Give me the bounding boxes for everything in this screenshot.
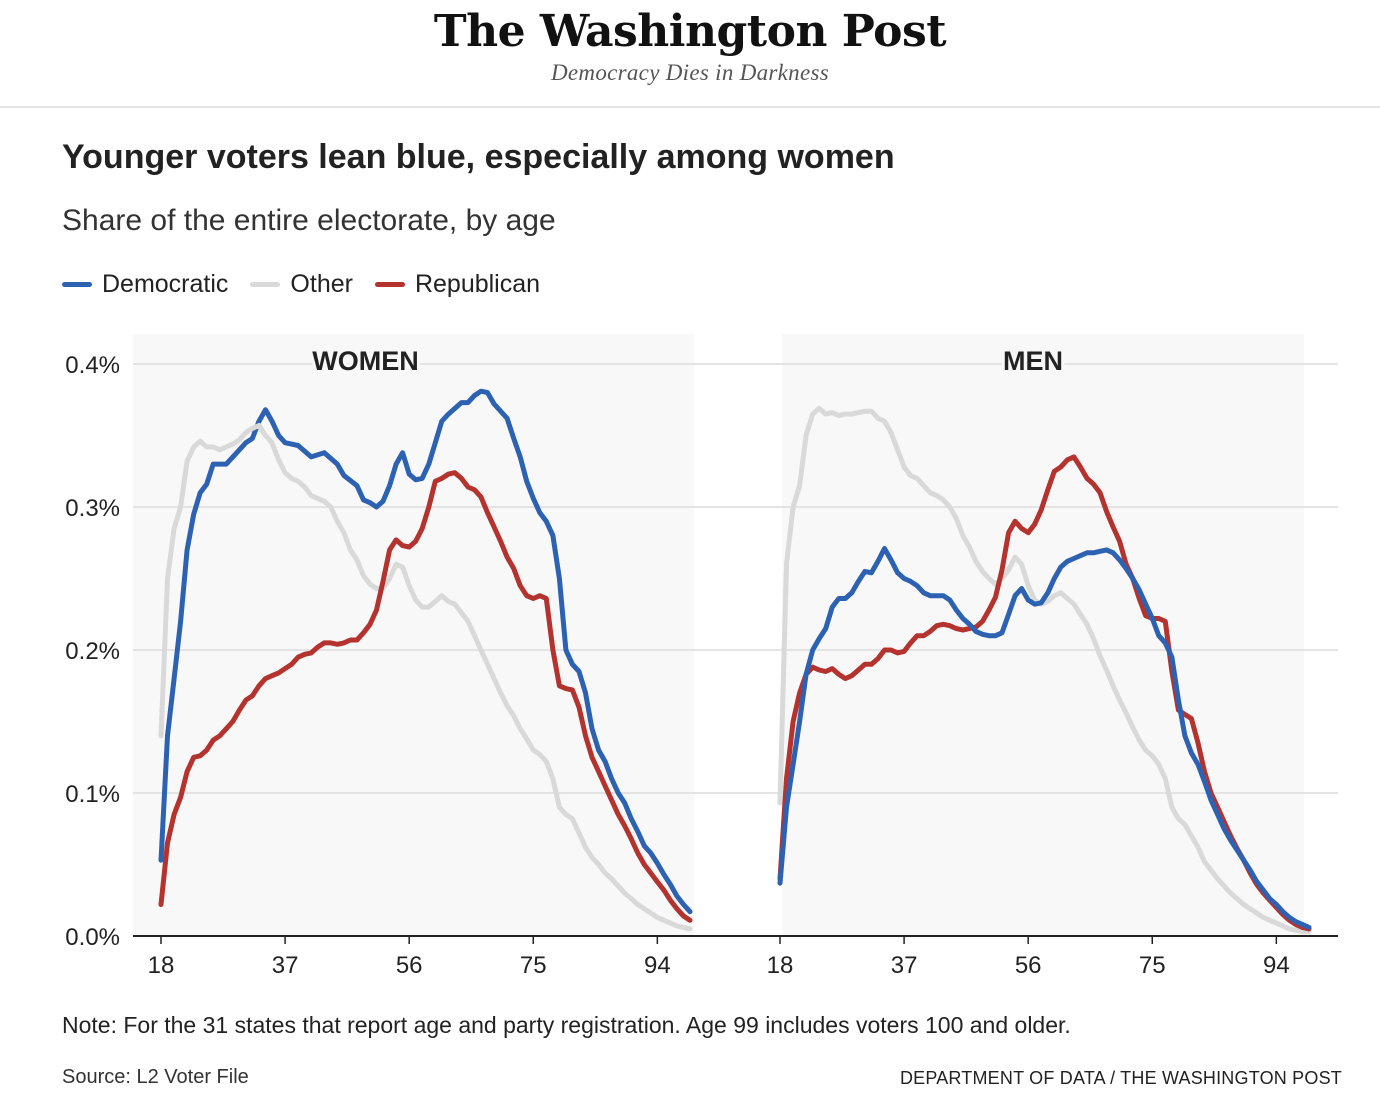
chart-credit: DEPARTMENT OF DATA / THE WASHINGTON POST bbox=[899, 1068, 1342, 1088]
x-tick-label: 18 bbox=[148, 952, 175, 979]
x-tick-label: 56 bbox=[1015, 952, 1042, 979]
x-tick-label: 94 bbox=[1263, 952, 1290, 979]
series-line-women-other bbox=[158, 423, 693, 932]
series-line-men-democratic bbox=[777, 546, 1312, 930]
legend-label-republican: Republican bbox=[414, 270, 541, 298]
panel-label-women: WOMEN bbox=[312, 346, 418, 376]
x-tick-label: 37 bbox=[891, 952, 918, 979]
chart-title: Younger voters lean blue, especially amo… bbox=[62, 138, 895, 176]
x-tick-label: 56 bbox=[396, 952, 423, 979]
chart-subtitle: Share of the entire electorate, by age bbox=[62, 204, 556, 237]
panel-label-men: MEN bbox=[1003, 346, 1063, 376]
legend-label-other: Other bbox=[290, 270, 353, 298]
legend-swatch-other bbox=[250, 282, 281, 287]
legend-item-republican: Republican bbox=[374, 270, 541, 299]
chart-source: Source: L2 Voter File bbox=[62, 1066, 249, 1088]
panel-background-1 bbox=[782, 334, 1304, 936]
chart-note: Note: For the 31 states that report age … bbox=[62, 1012, 1071, 1038]
chart-legend: Democratic Other Republican bbox=[62, 270, 562, 299]
series-line-women-democratic bbox=[158, 388, 693, 915]
legend-item-democratic: Democratic bbox=[62, 270, 228, 299]
series-line-men-republican bbox=[777, 454, 1312, 932]
y-tick-label: 0.4% bbox=[65, 352, 120, 379]
legend-label-democratic: Democratic bbox=[102, 270, 229, 298]
x-tick-label: 75 bbox=[520, 952, 547, 979]
y-tick-label: 0.1% bbox=[65, 781, 120, 808]
y-tick-label: 0.3% bbox=[65, 495, 120, 522]
x-tick-label: 37 bbox=[272, 952, 299, 979]
x-tick-label: 94 bbox=[644, 952, 671, 979]
site-logo[interactable]: The Washington Post bbox=[433, 6, 947, 57]
series-line-men-other bbox=[777, 405, 1312, 935]
y-tick-label: 0.2% bbox=[65, 638, 120, 665]
line-chart: 0.0% 0.1% 0.2% 0.3% 0.4% 18 37 56 75 94 WOMEN 18 37 5… bbox=[65, 334, 1338, 979]
masthead: The Washington Post Democracy Dies in Da… bbox=[0, 0, 1380, 108]
y-tick-label: 0.0% bbox=[65, 924, 120, 951]
panel-background-0 bbox=[133, 334, 694, 936]
legend-swatch-democratic bbox=[62, 282, 92, 287]
legend-item-other: Other bbox=[250, 270, 353, 299]
legend-swatch-republican bbox=[374, 282, 405, 287]
series-line-women-republican bbox=[158, 470, 693, 923]
site-tagline: Democracy Dies in Darkness bbox=[551, 60, 829, 85]
x-tick-label: 18 bbox=[767, 952, 794, 979]
x-tick-label: 75 bbox=[1139, 952, 1166, 979]
